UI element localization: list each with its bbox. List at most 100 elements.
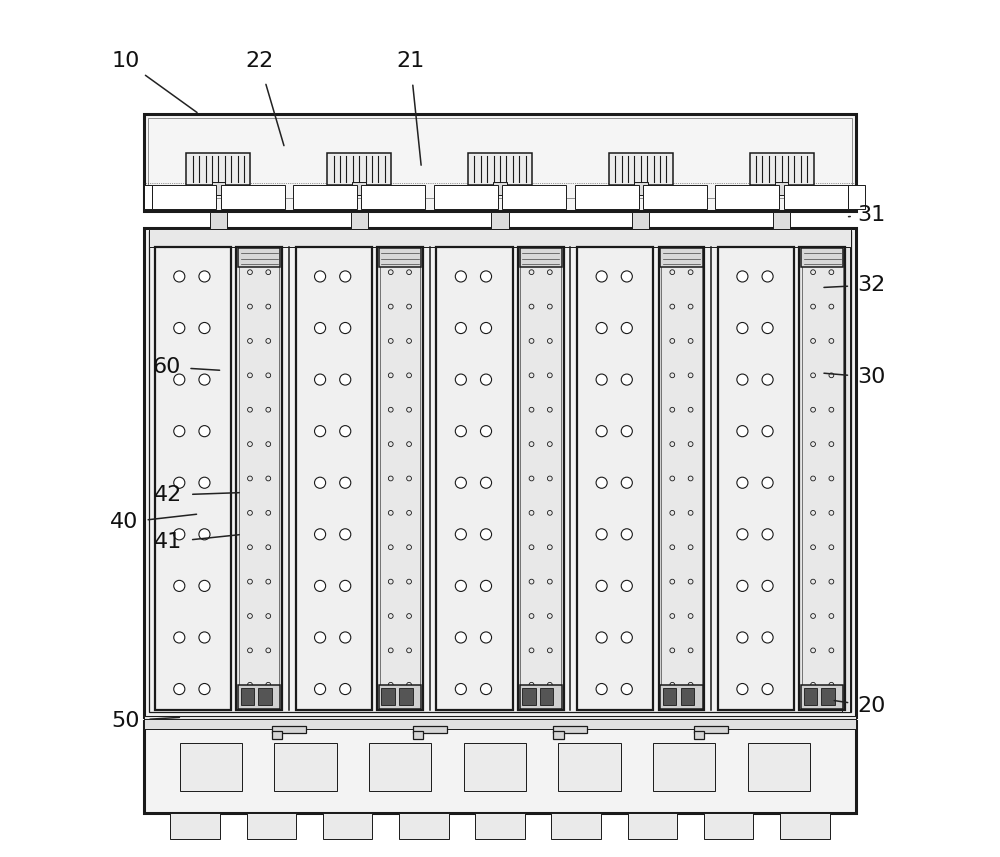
Text: 22: 22 [245, 51, 273, 71]
Bar [520, 249, 562, 267]
Text: 10: 10 [112, 51, 140, 71]
Circle shape [174, 580, 185, 591]
Circle shape [340, 632, 351, 643]
Bar [848, 185, 865, 209]
Text: 32: 32 [857, 275, 886, 295]
Bar [212, 183, 225, 195]
Bar [464, 743, 526, 791]
Bar [491, 213, 509, 230]
Bar [804, 688, 817, 705]
Circle shape [737, 322, 748, 333]
Bar [694, 726, 728, 733]
Bar [236, 247, 282, 710]
Circle shape [621, 580, 632, 591]
Bar [663, 688, 676, 705]
Circle shape [455, 374, 466, 385]
Circle shape [480, 477, 492, 488]
Bar [780, 813, 830, 838]
Bar [750, 153, 814, 185]
Bar [272, 731, 282, 740]
Circle shape [737, 271, 748, 282]
Bar [628, 813, 677, 838]
Bar [327, 153, 391, 185]
Bar [144, 719, 856, 729]
Text: 60: 60 [153, 357, 181, 377]
Bar [274, 743, 337, 791]
Circle shape [199, 477, 210, 488]
Circle shape [737, 580, 748, 591]
Bar [493, 183, 507, 195]
Bar [144, 185, 152, 209]
Circle shape [480, 529, 492, 540]
Circle shape [596, 529, 607, 540]
Circle shape [315, 374, 326, 385]
Bar [247, 813, 296, 838]
Bar [144, 721, 856, 813]
Bar [634, 183, 648, 195]
Bar [475, 813, 525, 838]
Text: 31: 31 [857, 205, 886, 225]
Bar [149, 231, 851, 712]
Circle shape [596, 374, 607, 385]
Circle shape [737, 477, 748, 488]
Circle shape [340, 374, 351, 385]
Bar [413, 731, 423, 740]
Bar [352, 183, 366, 195]
Circle shape [174, 374, 185, 385]
Bar [468, 153, 532, 185]
Circle shape [596, 477, 607, 488]
Bar [660, 249, 703, 267]
Circle shape [315, 529, 326, 540]
Circle shape [737, 374, 748, 385]
Circle shape [455, 271, 466, 282]
Bar [144, 228, 856, 717]
Bar [715, 185, 779, 209]
Bar [773, 213, 790, 230]
Circle shape [199, 426, 210, 437]
Circle shape [621, 426, 632, 437]
Circle shape [315, 426, 326, 437]
Bar [149, 230, 851, 247]
Circle shape [455, 426, 466, 437]
Bar [577, 247, 653, 710]
Bar [553, 731, 564, 740]
Circle shape [621, 322, 632, 333]
Bar [399, 813, 449, 838]
Bar [377, 247, 423, 710]
Circle shape [621, 529, 632, 540]
Bar [148, 118, 852, 198]
Bar [522, 688, 536, 705]
Bar [718, 247, 794, 710]
Bar [381, 688, 395, 705]
Circle shape [621, 271, 632, 282]
Circle shape [480, 271, 492, 282]
Bar [152, 185, 216, 209]
Circle shape [315, 580, 326, 591]
Bar [239, 249, 279, 708]
Circle shape [340, 477, 351, 488]
Bar [369, 743, 431, 791]
Circle shape [596, 271, 607, 282]
Circle shape [174, 632, 185, 643]
Text: 42: 42 [154, 485, 183, 505]
Bar [221, 185, 285, 209]
Circle shape [199, 632, 210, 643]
Text: 21: 21 [396, 51, 424, 71]
Circle shape [455, 477, 466, 488]
Bar [323, 813, 372, 838]
Bar [144, 716, 856, 728]
Circle shape [174, 684, 185, 694]
Circle shape [480, 426, 492, 437]
Circle shape [455, 580, 466, 591]
Circle shape [480, 632, 492, 643]
Bar [659, 247, 704, 710]
Bar [551, 813, 601, 838]
Bar [661, 249, 702, 708]
Bar [170, 813, 220, 838]
Circle shape [762, 322, 773, 333]
Circle shape [737, 529, 748, 540]
Circle shape [480, 580, 492, 591]
Bar [558, 743, 621, 791]
Circle shape [480, 374, 492, 385]
Circle shape [480, 322, 492, 333]
